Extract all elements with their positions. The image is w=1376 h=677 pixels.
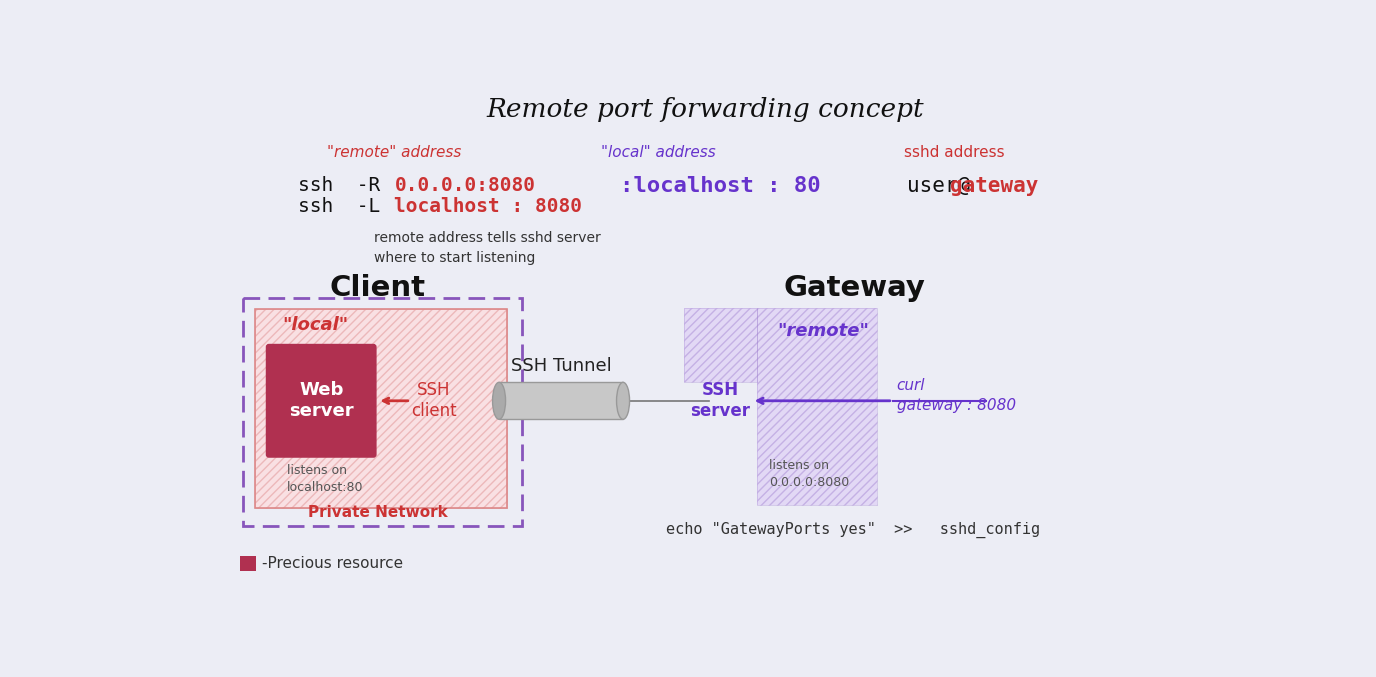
Text: remote address tells sshd server
where to start listening: remote address tells sshd server where t… <box>373 232 600 265</box>
Text: SSH Tunnel: SSH Tunnel <box>510 357 611 375</box>
Bar <box>255 309 506 508</box>
Text: ssh  -L: ssh -L <box>297 197 380 216</box>
Text: gateway: gateway <box>949 176 1039 196</box>
Text: "remote": "remote" <box>777 322 868 341</box>
Text: Remote port forwarding concept: Remote port forwarding concept <box>486 97 925 123</box>
Text: localhost : 8080: localhost : 8080 <box>395 197 582 216</box>
Text: Gateway: Gateway <box>783 274 925 301</box>
Text: user@: user@ <box>907 176 970 196</box>
Text: ssh  -R: ssh -R <box>297 177 380 196</box>
Text: :localhost : 80: :localhost : 80 <box>621 176 820 196</box>
Bar <box>684 309 757 382</box>
Text: "local" address: "local" address <box>601 146 716 160</box>
Text: Private Network: Private Network <box>307 505 447 520</box>
Bar <box>757 309 878 505</box>
Ellipse shape <box>616 383 630 419</box>
Text: listens on
0.0.0.0:8080: listens on 0.0.0.0:8080 <box>769 458 849 489</box>
Bar <box>499 383 623 419</box>
Text: -Precious resource: -Precious resource <box>261 556 403 571</box>
Text: "local": "local" <box>282 315 348 334</box>
Bar <box>684 309 757 382</box>
FancyBboxPatch shape <box>266 344 377 458</box>
Bar <box>757 309 878 505</box>
Bar <box>241 556 256 571</box>
Text: Web
server: Web server <box>289 381 354 420</box>
Text: sshd address: sshd address <box>904 146 1004 160</box>
Text: echo "GatewayPorts yes"  >>   sshd_config: echo "GatewayPorts yes" >> sshd_config <box>666 522 1040 538</box>
Text: Client: Client <box>329 274 425 301</box>
Text: 0.0.0.0:8080: 0.0.0.0:8080 <box>395 177 535 196</box>
Text: SSH
client: SSH client <box>411 381 457 420</box>
Text: SSH
server: SSH server <box>689 381 750 420</box>
Text: "remote" address: "remote" address <box>327 146 461 160</box>
Bar <box>255 309 506 508</box>
Text: curl
gateway : 8080: curl gateway : 8080 <box>897 378 1015 413</box>
Ellipse shape <box>493 383 505 419</box>
Text: listens on
localhost:80: listens on localhost:80 <box>286 464 363 494</box>
